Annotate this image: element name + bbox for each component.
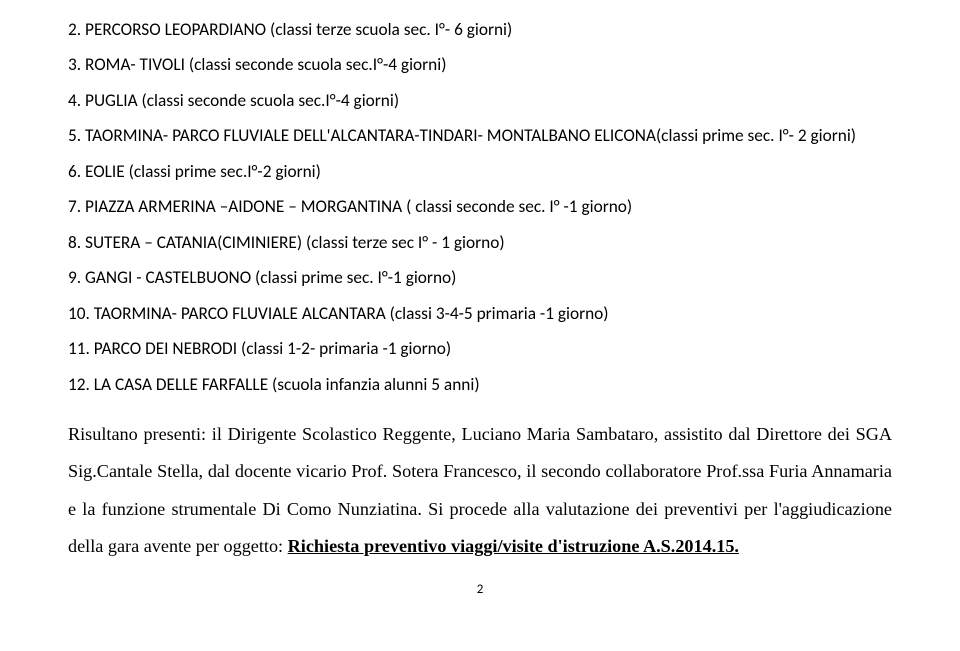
list-item-11: 11. PARCO DEI NEBRODI (classi 1-2- prima…	[68, 331, 892, 366]
list-item-9: 9. GANGI - CASTELBUONO (classi prime sec…	[68, 260, 892, 295]
list-item-8: 8. SUTERA – CATANIA(CIMINIERE) (classi t…	[68, 225, 892, 260]
list-item-4: 4. PUGLIA (classi seconde scuola sec.I°-…	[68, 83, 892, 118]
list-item-2: 2. PERCORSO LEOPARDIANO (classi terze sc…	[68, 12, 892, 47]
body-paragraph: Risultano presenti: il Dirigente Scolast…	[68, 416, 892, 565]
list-item-7: 7. PIAZZA ARMERINA –AIDONE – MORGANTINA …	[68, 189, 892, 224]
list-item-10: 10. TAORMINA- PARCO FLUVIALE ALCANTARA (…	[68, 296, 892, 331]
list-item-5: 5. TAORMINA- PARCO FLUVIALE DELL'ALCANTA…	[68, 118, 892, 153]
list-item-6: 6. EOLIE (classi prime sec.I°-2 giorni)	[68, 154, 892, 189]
document-page: 2. PERCORSO LEOPARDIANO (classi terze sc…	[0, 0, 960, 651]
list-item-3: 3. ROMA- TIVOLI (classi seconde scuola s…	[68, 47, 892, 82]
list-item-12: 12. LA CASA DELLE FARFALLE (scuola infan…	[68, 367, 892, 402]
page-number: 2	[68, 583, 892, 596]
body-paragraph-bold: Richiesta preventivo viaggi/visite d'ist…	[288, 536, 739, 556]
